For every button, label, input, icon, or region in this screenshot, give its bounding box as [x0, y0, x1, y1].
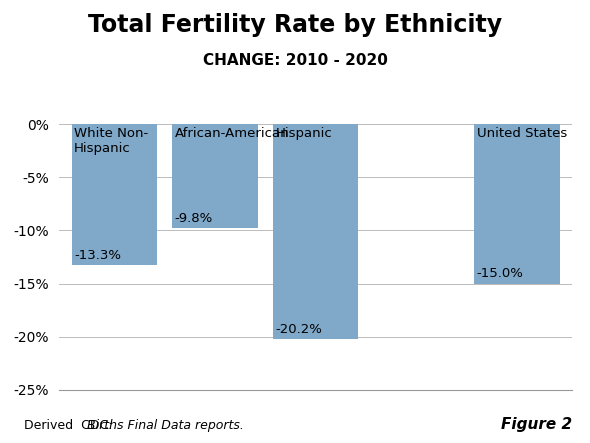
Text: Derived  CDC:: Derived CDC:	[24, 419, 116, 432]
Text: CHANGE: 2010 - 2020: CHANGE: 2010 - 2020	[202, 53, 388, 68]
Text: United States: United States	[477, 127, 567, 140]
Text: Births Final Data reports.: Births Final Data reports.	[87, 419, 244, 432]
Text: -9.8%: -9.8%	[175, 212, 213, 225]
Text: -15.0%: -15.0%	[477, 267, 523, 280]
Bar	[273, 124, 359, 339]
Bar	[172, 124, 258, 228]
Bar	[71, 124, 157, 265]
Text: -13.3%: -13.3%	[74, 249, 121, 262]
Text: Total Fertility Rate by Ethnicity: Total Fertility Rate by Ethnicity	[88, 13, 502, 37]
Bar	[474, 124, 560, 284]
Text: African-American: African-American	[175, 127, 289, 140]
Text: -20.2%: -20.2%	[276, 323, 322, 336]
Text: Figure 2: Figure 2	[501, 417, 572, 432]
Text: White Non-
Hispanic: White Non- Hispanic	[74, 127, 148, 155]
Text: Hispanic: Hispanic	[276, 127, 332, 140]
